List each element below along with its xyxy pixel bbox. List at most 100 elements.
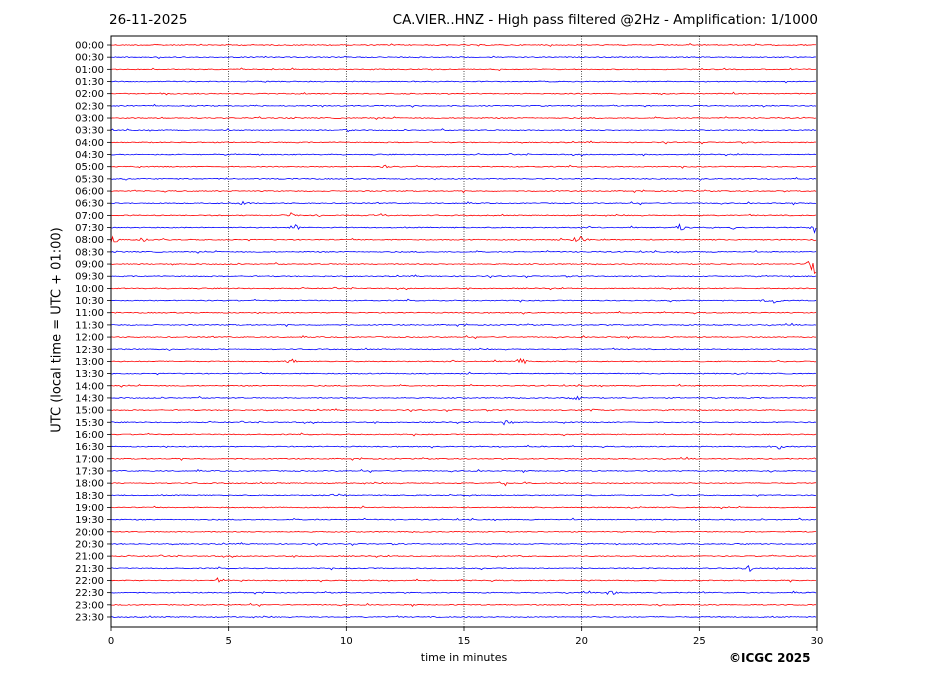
trace-line <box>110 564 817 573</box>
trace-line <box>110 456 817 461</box>
y-tick-label: 21:00 <box>75 552 104 563</box>
y-tick-label: 22:00 <box>75 576 104 587</box>
y-tick-label: 19:30 <box>75 515 104 526</box>
trace-line <box>110 481 817 487</box>
trace-line <box>110 395 817 401</box>
trace-line <box>110 444 817 450</box>
y-tick-label: 09:00 <box>75 260 104 271</box>
y-tick-label: 14:30 <box>75 393 104 404</box>
trace-line <box>110 189 817 194</box>
y-tick-label: 14:00 <box>75 381 104 392</box>
y-tick-label: 06:00 <box>75 187 104 198</box>
y-tick-label: 20:30 <box>75 539 104 550</box>
y-tick-label: 05:00 <box>75 162 104 173</box>
y-tick-label: 10:30 <box>75 296 104 307</box>
y-tick-label: 05:30 <box>75 174 104 185</box>
y-tick-label: 10:00 <box>75 284 104 295</box>
y-tick-label: 02:30 <box>75 101 104 112</box>
trace-line <box>110 371 817 376</box>
trace-line <box>110 67 817 71</box>
y-tick-label: 23:30 <box>75 612 104 623</box>
trace-line <box>110 432 817 437</box>
trace-line <box>110 468 817 474</box>
trace-line <box>110 249 817 254</box>
x-tick-label: 0 <box>108 636 114 647</box>
y-tick-label: 07:30 <box>75 223 104 234</box>
trace-line <box>110 505 817 510</box>
trace-line <box>110 310 817 315</box>
x-tick-label: 20 <box>575 636 588 647</box>
y-tick-label: 01:30 <box>75 77 104 88</box>
y-tick-label: 12:30 <box>75 345 104 356</box>
trace-line <box>110 530 817 533</box>
trace-line <box>110 43 817 47</box>
trace-line <box>110 55 817 59</box>
trace-line <box>110 322 817 328</box>
trace-line <box>110 116 817 120</box>
y-tick-label: 17:00 <box>75 454 104 465</box>
x-axis-label: time in minutes <box>420 651 508 664</box>
y-tick-label: 13:00 <box>75 357 104 368</box>
x-tick-label: 30 <box>811 636 824 647</box>
y-tick-label: 00:30 <box>75 53 104 64</box>
trace-line <box>110 408 817 413</box>
trace-line <box>110 383 817 388</box>
y-tick-label: 04:30 <box>75 150 104 161</box>
y-tick-label: 12:00 <box>75 333 104 344</box>
trace-line <box>110 152 817 157</box>
trace-line <box>110 420 817 426</box>
y-tick-label: 00:00 <box>75 41 104 52</box>
y-tick-label: 03:00 <box>75 114 104 125</box>
y-tick-label: 21:30 <box>75 564 104 575</box>
y-tick-label: 08:30 <box>75 247 104 258</box>
y-tick-label: 04:00 <box>75 138 104 149</box>
trace-line <box>110 261 817 274</box>
y-tick-label: 22:30 <box>75 588 104 599</box>
chart-title: CA.VIER..HNZ - High pass filtered @2Hz -… <box>392 12 818 28</box>
trace-line <box>110 554 817 558</box>
y-tick-label: 02:00 <box>75 89 104 100</box>
y-tick-label: 15:30 <box>75 418 104 429</box>
y-tick-label: 13:30 <box>75 369 104 380</box>
trace-line <box>110 493 817 497</box>
trace-line <box>110 177 817 181</box>
y-tick-label: 18:30 <box>75 491 104 502</box>
trace-line <box>110 91 817 96</box>
y-tick-label: 17:30 <box>75 466 104 477</box>
trace-line <box>110 128 817 133</box>
y-tick-label: 01:00 <box>75 65 104 76</box>
trace-line <box>110 80 817 84</box>
y-tick-label: 20:00 <box>75 527 104 538</box>
trace-line <box>110 602 817 607</box>
date-label: 26-11-2025 <box>109 12 188 28</box>
trace-line <box>110 164 817 169</box>
trace-line <box>110 223 817 234</box>
trace-line <box>110 274 817 279</box>
trace-line <box>110 590 817 595</box>
trace-line <box>110 286 817 291</box>
y-tick-label: 08:00 <box>75 235 104 246</box>
trace-line <box>110 357 817 365</box>
y-tick-label: 11:30 <box>75 320 104 331</box>
trace-line <box>110 103 817 108</box>
trace-line <box>110 615 817 619</box>
trace-line <box>110 235 817 243</box>
trace-line <box>110 347 817 351</box>
x-tick-label: 15 <box>458 636 471 647</box>
trace-line <box>110 335 817 340</box>
trace-line <box>110 517 817 522</box>
trace-line <box>110 577 817 583</box>
y-tick-label: 16:00 <box>75 430 104 441</box>
y-tick-label: 03:30 <box>75 126 104 137</box>
y-tick-label: 06:30 <box>75 199 104 210</box>
trace-line <box>110 298 817 304</box>
trace-line <box>110 140 817 145</box>
trace-line <box>110 212 817 218</box>
y-tick-label: 18:00 <box>75 479 104 490</box>
y-tick-label: 23:00 <box>75 600 104 611</box>
x-tick-label: 10 <box>340 636 353 647</box>
copyright-label: ©ICGC 2025 <box>729 651 811 665</box>
y-tick-label: 09:30 <box>75 272 104 283</box>
y-tick-label: 07:00 <box>75 211 104 222</box>
